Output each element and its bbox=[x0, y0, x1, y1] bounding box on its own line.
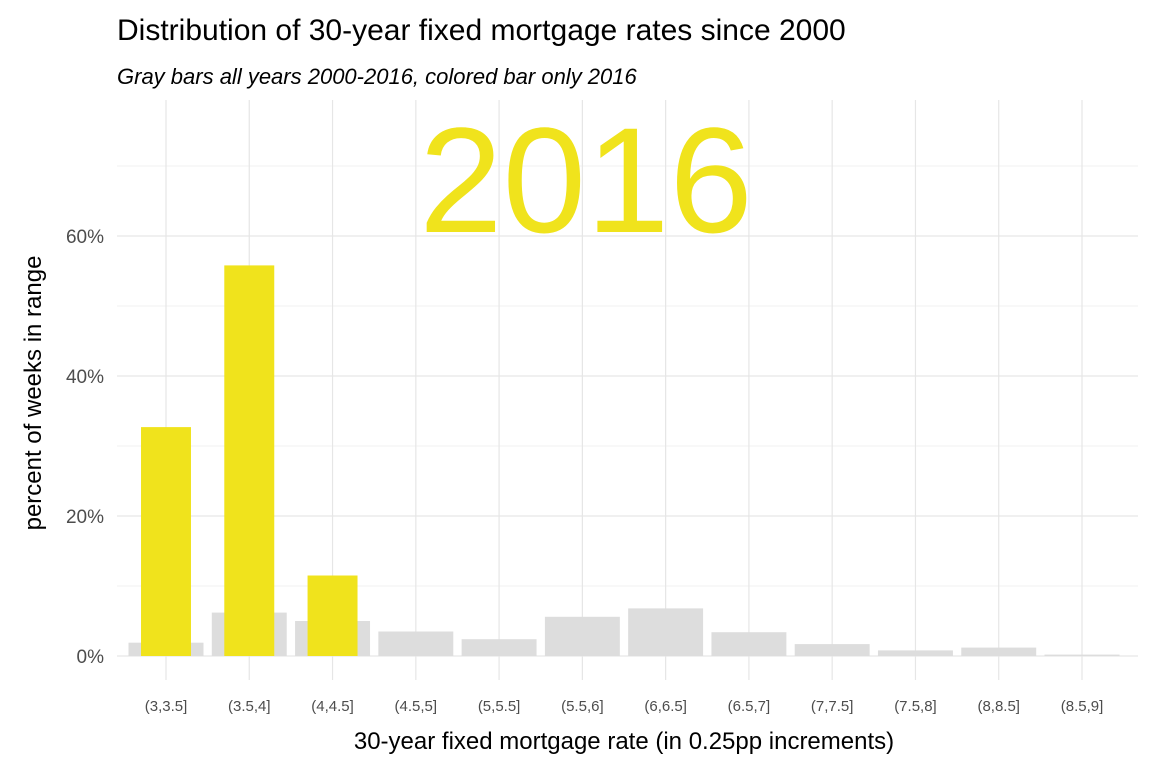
colored-bar bbox=[307, 575, 358, 656]
x-tick-label: (4,4.5] bbox=[311, 698, 354, 715]
gray-bar bbox=[378, 631, 454, 656]
x-axis-title: 30-year fixed mortgage rate (in 0.25pp i… bbox=[354, 728, 894, 755]
x-tick-label: (4.5,5] bbox=[395, 698, 438, 715]
gray-bar bbox=[544, 616, 620, 656]
x-tick-label: (7,7.5] bbox=[811, 698, 854, 715]
y-tick-label: 20% bbox=[66, 507, 104, 528]
y-tick-label: 60% bbox=[66, 227, 104, 248]
gray-bar bbox=[877, 650, 953, 656]
gray-bar bbox=[794, 644, 870, 656]
y-tick-label: 0% bbox=[77, 647, 105, 668]
gray-bar bbox=[628, 608, 704, 656]
x-tick-label: (6.5,7] bbox=[728, 698, 771, 715]
gray-bar bbox=[961, 647, 1037, 656]
gray-bar bbox=[1044, 654, 1120, 656]
x-axis-ticks: (3,3.5] (3.5,4] (4,4.5] (4.5,5] (5,5.5] (5.5,… bbox=[145, 698, 1104, 715]
x-tick-label: (8,8.5] bbox=[977, 698, 1020, 715]
y-axis-ticks: 0% 20% 40% 60% bbox=[66, 227, 104, 668]
x-tick-label: (3,3.5] bbox=[145, 698, 188, 715]
x-tick-label: (7.5,8] bbox=[894, 698, 937, 715]
y-tick-label: 40% bbox=[66, 367, 104, 388]
x-tick-label: (6,6.5] bbox=[644, 698, 687, 715]
chart-subtitle: Gray bars all years 2000-2016, colored b… bbox=[117, 64, 638, 89]
colored-series bbox=[141, 265, 358, 656]
x-tick-label: (3.5,4] bbox=[228, 698, 271, 715]
colored-bar bbox=[224, 265, 275, 656]
year-annotation: 2016 bbox=[419, 96, 753, 264]
gray-bar bbox=[711, 632, 787, 656]
grid bbox=[117, 100, 1138, 680]
chart-title: Distribution of 30-year fixed mortgage r… bbox=[117, 14, 846, 47]
gray-bar bbox=[461, 639, 537, 656]
y-axis-title: percent of weeks in range bbox=[20, 256, 47, 531]
x-tick-label: (5.5,6] bbox=[561, 698, 604, 715]
x-tick-label: (5,5.5] bbox=[478, 698, 521, 715]
x-tick-label: (8.5,9] bbox=[1061, 698, 1104, 715]
colored-bar bbox=[141, 427, 191, 656]
gray-series bbox=[128, 608, 1120, 656]
